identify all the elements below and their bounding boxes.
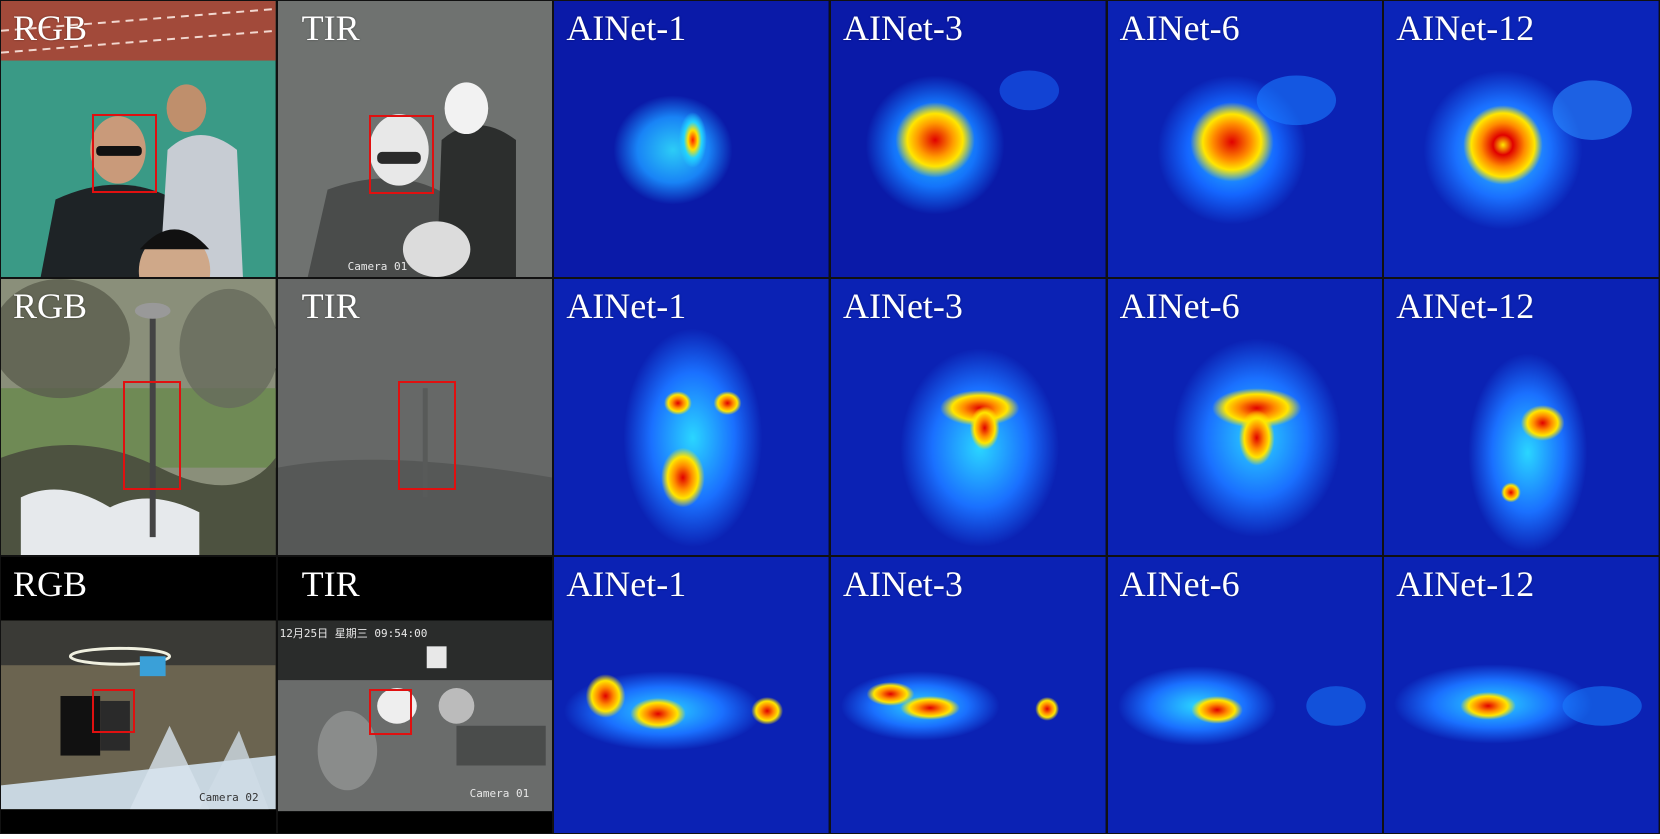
rgb-canteen-image: [1, 557, 276, 833]
panel-label: AINet-6: [1119, 564, 1240, 604]
panel-row1-ainet-3: AINet-3: [829, 0, 1107, 278]
heatmap: [830, 279, 1106, 555]
heatmap: [1384, 1, 1659, 277]
target-bounding-box: [92, 114, 157, 193]
panel-label: TIR: [301, 564, 360, 604]
panel-label: AINet-3: [842, 564, 963, 604]
panel-row3-ainet-6: AINet-6: [1106, 556, 1384, 834]
camera-stamp: Camera 01: [469, 787, 530, 800]
panel-row3-ainet-1: AINet-1: [553, 556, 830, 834]
heatmap: [830, 557, 1106, 833]
panel-label: TIR: [301, 286, 360, 326]
tir-track-image: [277, 1, 553, 277]
panel-label: RGB: [13, 286, 88, 326]
target-bounding-box: [397, 381, 456, 490]
panel-row3-ainet-3: AINet-3: [829, 556, 1107, 834]
heatmap: [554, 1, 829, 277]
panel-label: AINet-6: [1119, 8, 1240, 48]
panel-row2-ainet-1: AINet-1: [553, 278, 830, 556]
panel-row2-tir: TIR: [276, 278, 554, 556]
panel-row1-ainet-12: AINet-12: [1383, 0, 1660, 278]
panel-label: RGB: [13, 8, 88, 48]
heatmap: [1384, 279, 1659, 555]
target-bounding-box: [368, 689, 412, 735]
panel-label: AINet-12: [1396, 564, 1535, 604]
heatmap: [1107, 279, 1383, 555]
panel-row3-tir: 12月25日 星期三 09:54:00 Camera 01 TIR: [276, 556, 554, 834]
panel-label: AINet-3: [842, 286, 963, 326]
tir-park-image: [277, 279, 553, 555]
panel-row1-ainet-1: AINet-1: [553, 0, 830, 278]
tir-canteen-image: [277, 557, 553, 833]
panel-label: AINet-1: [566, 564, 687, 604]
camera-stamp: Camera 01: [347, 260, 408, 273]
heatmap: [1107, 557, 1383, 833]
panel-label: AINet-3: [842, 8, 963, 48]
panel-row1-tir: Camera 01 TIR: [276, 0, 554, 278]
camera-stamp: Camera 02: [199, 791, 259, 804]
panel-label: AINet-1: [566, 8, 687, 48]
panel-row3-ainet-12: AINet-12: [1383, 556, 1660, 834]
heatmap: [554, 557, 829, 833]
target-bounding-box: [123, 381, 181, 490]
heatmap: [1384, 557, 1659, 833]
panel-label: RGB: [13, 564, 88, 604]
heatmap: [554, 279, 829, 555]
panel-label: AINet-6: [1119, 286, 1240, 326]
panel-row2-ainet-12: AINet-12: [1383, 278, 1660, 556]
panel-row2-rgb: RGB: [0, 278, 277, 556]
heatmap: [1107, 1, 1383, 277]
panel-row1-rgb: RGB: [0, 0, 277, 278]
panel-label: AINet-12: [1396, 286, 1535, 326]
panel-row3-rgb: Camera 02 RGB: [0, 556, 277, 834]
panel-label: AINet-1: [566, 286, 687, 326]
rgb-track-image: [1, 1, 276, 277]
target-bounding-box: [92, 689, 135, 733]
panel-label: AINet-12: [1396, 8, 1535, 48]
timestamp-stamp: 12月25日 星期三 09:54:00: [279, 627, 428, 640]
panel-label: TIR: [301, 8, 360, 48]
target-bounding-box: [368, 115, 434, 194]
rgb-park-image: [1, 279, 276, 555]
panel-row2-ainet-3: AINet-3: [829, 278, 1107, 556]
panel-row2-ainet-6: AINet-6: [1106, 278, 1384, 556]
heatmap: [830, 1, 1106, 277]
panel-row1-ainet-6: AINet-6: [1106, 0, 1384, 278]
